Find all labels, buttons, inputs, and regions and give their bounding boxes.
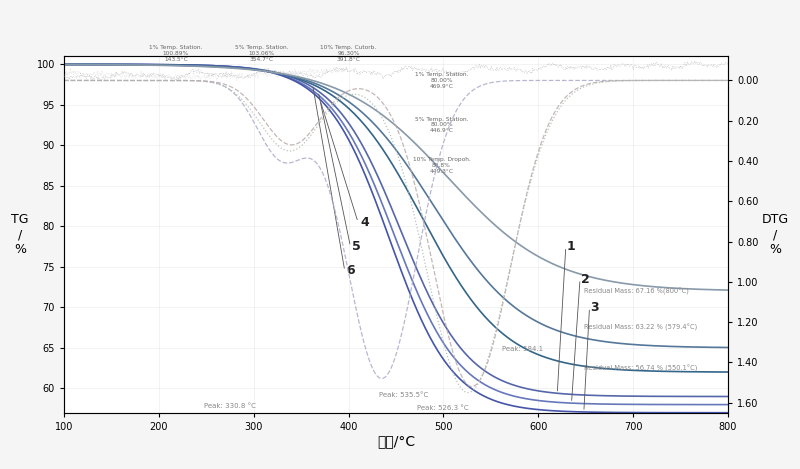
Text: 1% Temp. Station.
80.00%
469.9°C: 1% Temp. Station. 80.00% 469.9°C <box>415 72 468 89</box>
Text: Peak: 584.1: Peak: 584.1 <box>502 346 543 352</box>
X-axis label: 温度/°C: 温度/°C <box>377 434 415 448</box>
Text: 5% Temp. Station.
80.00%
446.9°C: 5% Temp. Station. 80.00% 446.9°C <box>414 117 468 133</box>
Y-axis label: TG
/
%: TG / % <box>11 213 29 256</box>
Text: 1% Temp. Station.
100.89%
143.5°C: 1% Temp. Station. 100.89% 143.5°C <box>150 45 202 62</box>
Text: 6: 6 <box>346 265 355 278</box>
Text: Residual Mass: 56.74 % (550.1°C): Residual Mass: 56.74 % (550.1°C) <box>584 364 697 372</box>
Text: Peak: 330.8 °C: Peak: 330.8 °C <box>204 403 256 408</box>
Y-axis label: DTG
/
%: DTG / % <box>762 213 789 256</box>
Text: 4: 4 <box>360 216 369 229</box>
Text: 2: 2 <box>581 272 590 286</box>
Text: Residual Mass: 63.22 % (579.4°C): Residual Mass: 63.22 % (579.4°C) <box>584 324 697 331</box>
Text: 10% Temp. Dropoh.
80.8%
449.3°C: 10% Temp. Dropoh. 80.8% 449.3°C <box>413 157 470 174</box>
Text: Peak: 535.5°C: Peak: 535.5°C <box>379 392 428 398</box>
Text: 5: 5 <box>352 240 361 253</box>
Text: Residual Mass: 67.16 %(800°C): Residual Mass: 67.16 %(800°C) <box>584 287 689 295</box>
Text: 3: 3 <box>590 301 599 314</box>
Text: 10% Temp. Cutorb.
96.30%
391.8°C: 10% Temp. Cutorb. 96.30% 391.8°C <box>321 45 377 62</box>
Text: 1: 1 <box>566 240 575 253</box>
Text: 5% Temp. Station.
103.06%
354.7°C: 5% Temp. Station. 103.06% 354.7°C <box>234 45 288 62</box>
Text: Peak: 526.3 °C: Peak: 526.3 °C <box>417 405 469 411</box>
